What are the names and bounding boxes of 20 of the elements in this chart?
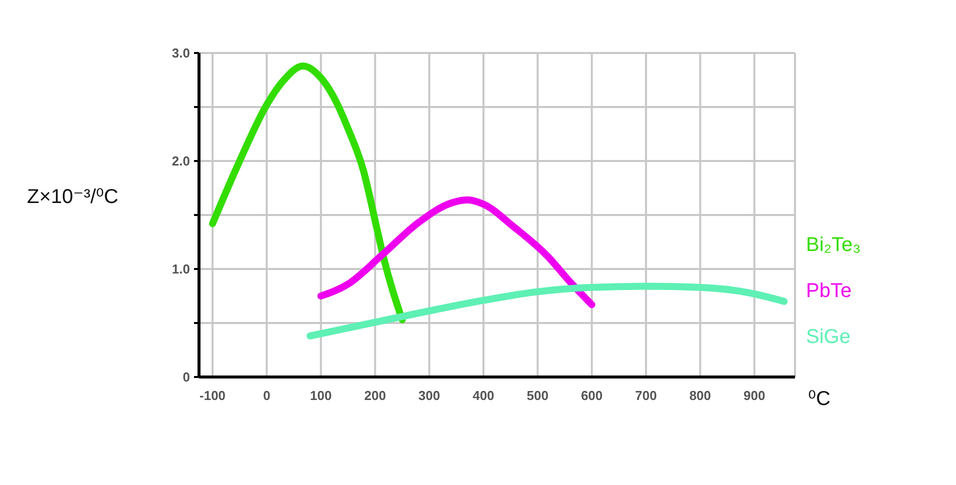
text: PbTe (806, 279, 853, 304)
y-tick-label: 0 (182, 370, 190, 385)
y-tick-label: 1.0 (172, 262, 190, 277)
x-tick-label: 500 (526, 388, 548, 404)
y-axis-title: Z×10⁻³/⁰C (27, 185, 118, 209)
text: Bi₂Te₃ (806, 233, 861, 258)
x-tick-label: 400 (472, 388, 494, 404)
x-tick-label: 300 (418, 388, 440, 404)
x-tick-label: 700 (635, 388, 657, 404)
x-tick-label: 800 (689, 388, 712, 404)
x-tick-label: 0 (263, 388, 270, 404)
x-tick-label: 200 (364, 388, 386, 404)
x-tick-label: -100 (200, 388, 226, 404)
x-tick-label: 600 (580, 388, 603, 404)
y-tick-label: 2.0 (172, 154, 190, 169)
y-tick-label: 3.0 (172, 46, 190, 61)
series-label: SiGe (806, 325, 852, 350)
x-axis-title: ⁰C (808, 387, 830, 411)
x-tick-label: 100 (310, 388, 332, 404)
x-tick-label: 900 (744, 388, 766, 404)
